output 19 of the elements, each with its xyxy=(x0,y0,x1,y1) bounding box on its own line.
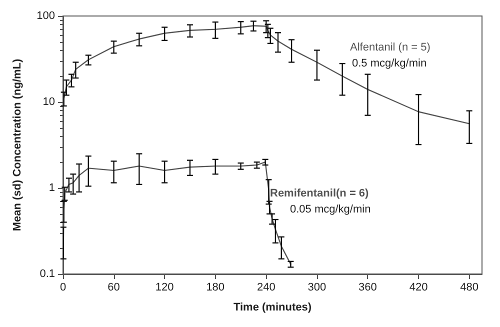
y-tick-label: 1 xyxy=(48,182,55,194)
y-tick-label: 10 xyxy=(42,96,55,108)
x-axis-title: Time (minutes) xyxy=(233,302,312,314)
y-tick-label: 100 xyxy=(36,10,55,22)
text: Alfentanil (n = 5) xyxy=(350,42,430,54)
annotation: 0.05 mcg/kg/min xyxy=(290,204,371,216)
x-tick-label: 360 xyxy=(358,282,377,294)
x-tick-label: 420 xyxy=(409,282,428,294)
y-tick-label: 0.1 xyxy=(40,268,55,280)
x-tick-label: 480 xyxy=(460,282,478,294)
x-tick-label: 240 xyxy=(256,282,276,294)
annotation: 0.5 mcg/kg/min xyxy=(352,58,427,70)
x-tick-label: 120 xyxy=(155,282,174,294)
x-tick-label: 300 xyxy=(308,282,326,294)
x-tick-label: 60 xyxy=(108,282,120,294)
x-tick-label: 0 xyxy=(60,282,66,294)
x-tick-label: 180 xyxy=(206,282,225,294)
series-label: Remifentanil(n = 6) xyxy=(270,188,370,200)
y-axis-title: Mean (sd) Concentration (ng/mL) xyxy=(12,58,24,232)
